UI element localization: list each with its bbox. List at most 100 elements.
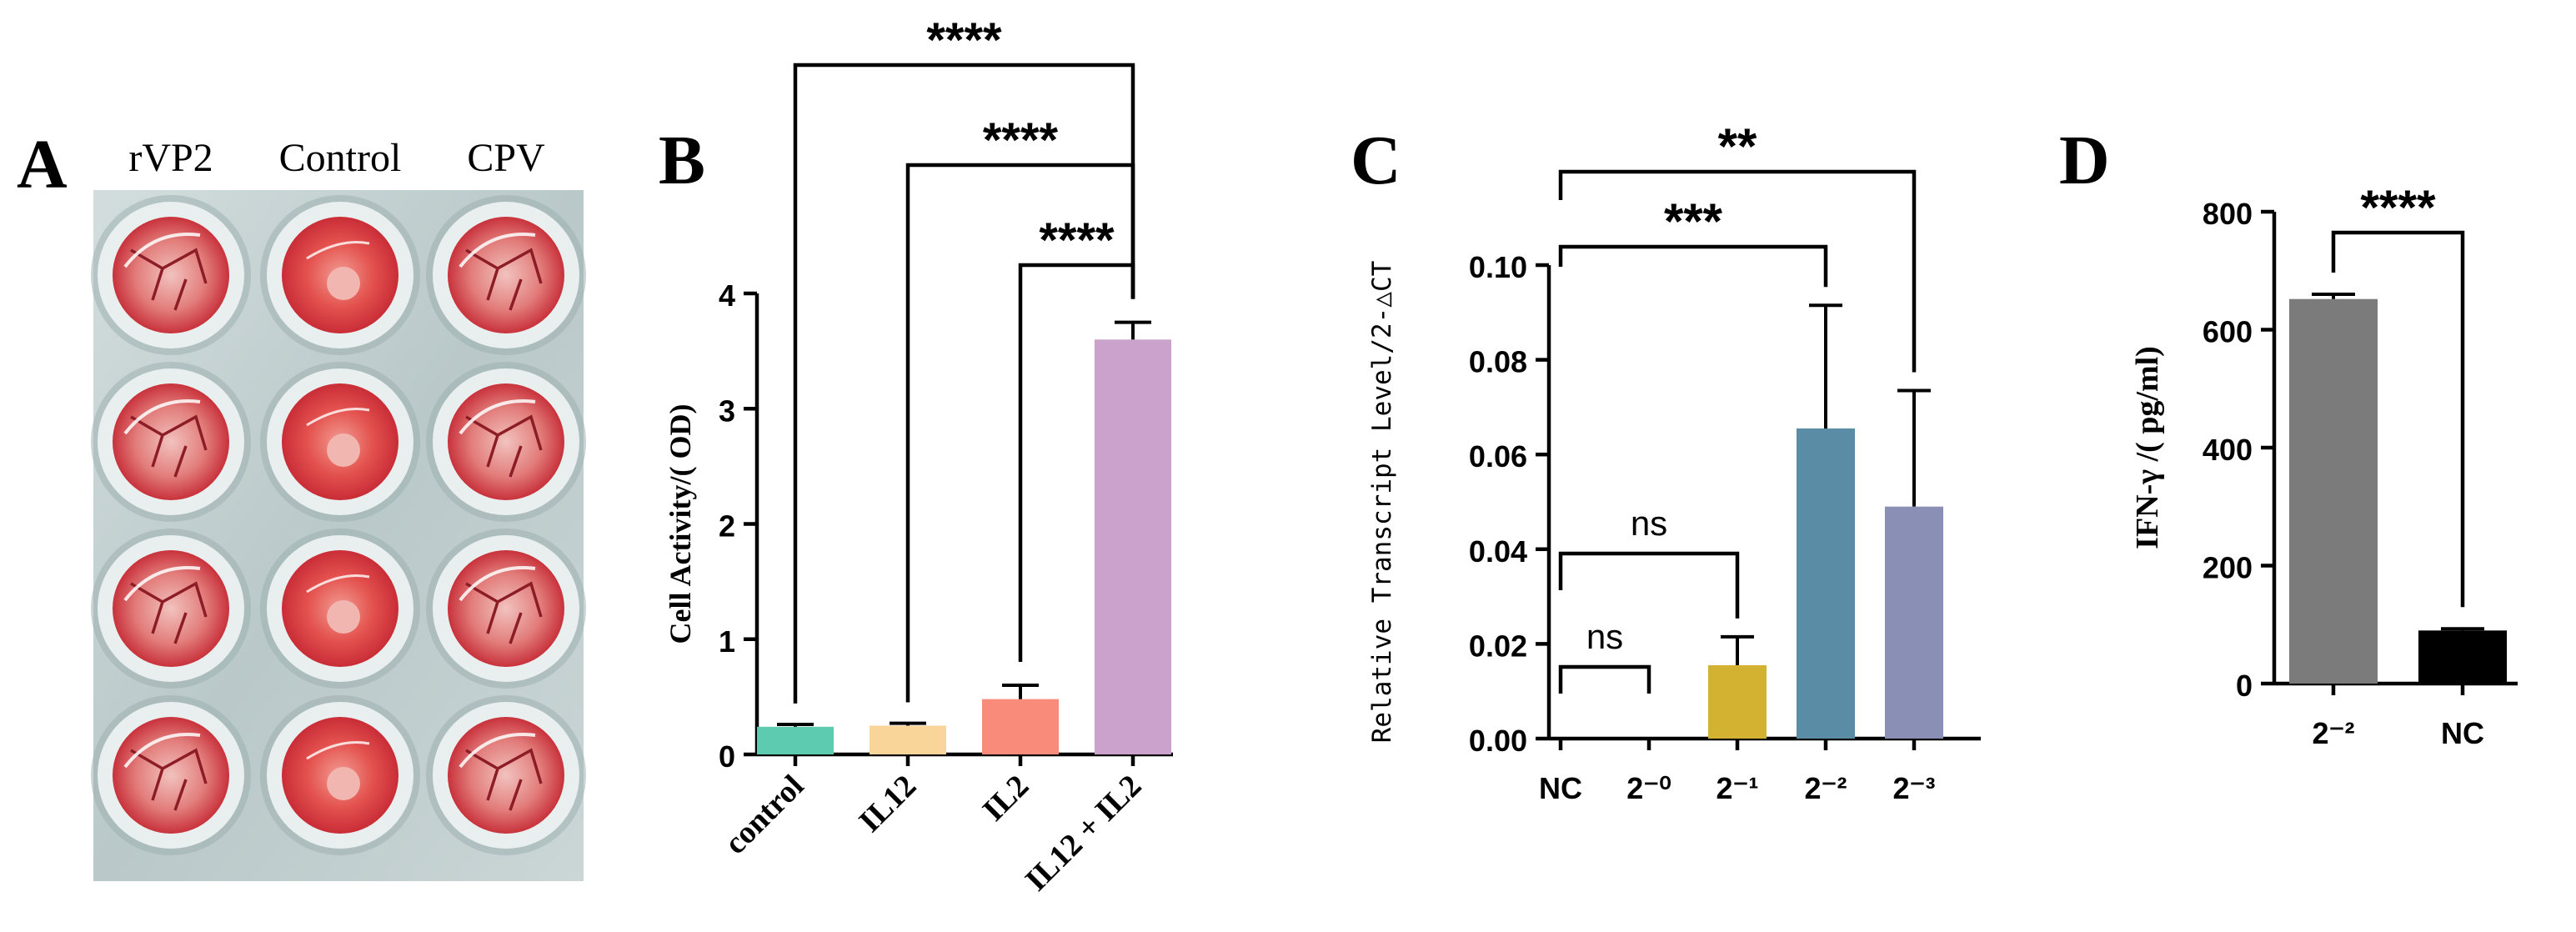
sig-bracket-nc-vs-2-2-label: ***	[1664, 193, 1723, 249]
panel-a: A rVP2 Control CPV	[17, 126, 586, 881]
well-medium	[448, 383, 564, 500]
bar-4	[1885, 506, 1943, 739]
panel-c-letter: C	[1351, 122, 1401, 199]
y-tick-label: 1	[719, 624, 735, 659]
x-tick-label-0: control	[718, 769, 810, 861]
x-tick-label-3: IL12 + IL2	[1019, 769, 1149, 899]
sig-bracket-nc-vs-2-2	[1558, 244, 1828, 288]
well-4-3	[426, 695, 586, 855]
y-axis-label: Relative Transcript Level/2-△CT	[1367, 261, 1397, 744]
well-reflection	[123, 233, 201, 268]
cell-monolayer-center	[327, 767, 360, 800]
well-medium	[448, 550, 564, 667]
cell-monolayer-center	[327, 433, 360, 467]
y-axis-label: Cell Activity/( OD)	[664, 404, 697, 644]
well-reflection	[459, 399, 536, 435]
y-tick-label: 0.04	[1469, 534, 1527, 569]
cell-monolayer-center	[327, 600, 360, 634]
well-4-1	[91, 695, 251, 855]
sig-bracket-il12-vs-combo-label: ****	[983, 113, 1059, 168]
x-tick-label-0: 2⁻²	[2312, 716, 2354, 750]
well-reflection	[459, 733, 536, 769]
well-medium	[113, 550, 229, 667]
well-4-2	[260, 695, 420, 855]
bar-3	[1095, 339, 1171, 754]
well-reflection	[123, 733, 201, 769]
sig-bracket-nc-vs-2-1	[1558, 551, 1740, 619]
panel-a-letter: A	[17, 126, 68, 203]
y-tick-label: 4	[719, 278, 735, 313]
lysed-cell-cracks	[465, 581, 543, 644]
well-2-2	[260, 362, 420, 522]
well-label-rvp2: rVP2	[128, 136, 213, 180]
well-reflection	[306, 574, 370, 594]
y-tick-label: 0.10	[1469, 250, 1527, 284]
x-tick-label-3: 2⁻²	[1804, 771, 1847, 805]
sig-bracket-il2-vs-combo-label: ****	[1039, 213, 1115, 268]
well-1-2	[260, 195, 420, 355]
well-3-2	[260, 529, 420, 689]
x-tick-label-1: IL12	[852, 769, 923, 839]
well-1-1	[91, 195, 251, 355]
well-2-3	[426, 362, 586, 522]
y-tick-label: 0.06	[1469, 439, 1527, 474]
wells-grid	[91, 195, 586, 855]
bar-1	[870, 725, 946, 754]
y-tick-label: 3	[719, 393, 735, 428]
lysed-cell-cracks	[130, 748, 208, 811]
panel-d: D 0 200 400 600 800 IFN-γ /( pg/ml) 2⁻² NC ****	[2059, 122, 2518, 750]
well-reflection	[459, 233, 536, 268]
y-tick-label: 0	[2236, 669, 2253, 703]
sig-bracket-nc-vs-2-0	[1558, 664, 1651, 694]
x-tick-label-1: 2⁻⁰	[1626, 771, 1671, 805]
well-medium	[448, 717, 564, 834]
well-medium	[113, 717, 229, 834]
well-1-3	[426, 195, 586, 355]
y-tick-label: 400	[2203, 433, 2253, 467]
y-tick-label: 600	[2203, 315, 2253, 349]
bar-0	[757, 726, 834, 754]
x-tick-label-1: NC	[2441, 716, 2484, 750]
sig-bracket-nc-vs-2-1-label: ns	[1631, 504, 1667, 543]
sig-bracket-il12-vs-combo	[905, 163, 1135, 703]
lysed-cell-cracks	[130, 248, 208, 311]
lysed-cell-cracks	[465, 748, 543, 811]
well-reflection	[306, 407, 370, 427]
bar-2	[1708, 664, 1767, 739]
cell-monolayer-center	[327, 267, 360, 300]
panel-b: B 0 1 2 3 4 Cell Activity/( OD) control IL12 IL2…	[659, 13, 1173, 898]
sig-bracket-il2-vs-combo	[1018, 263, 1135, 663]
x-tick-label-4: 2⁻³	[1892, 771, 1935, 805]
well-reflection	[306, 240, 370, 260]
x-tick-label-2: 2⁻¹	[1716, 771, 1758, 805]
sig-bracket-nc-vs-2-3	[1558, 169, 1917, 373]
y-tick-label: 800	[2203, 197, 2253, 231]
well-label-cpv: CPV	[467, 136, 545, 180]
well-reflection	[123, 566, 201, 602]
y-tick-label: 0.02	[1469, 629, 1527, 663]
y-tick-label: 0.08	[1469, 345, 1527, 379]
well-reflection	[459, 566, 536, 602]
panel-b-letter: B	[659, 122, 705, 199]
lysed-cell-cracks	[465, 248, 543, 311]
sig-bracket-control-vs-combo-label: ****	[926, 13, 1002, 68]
sig-bracket-2-2-vs-nc	[2331, 230, 2465, 608]
bar-2	[982, 699, 1059, 754]
well-2-1	[91, 362, 251, 522]
panel-d-letter: D	[2059, 122, 2110, 199]
y-tick-label: 0	[719, 739, 735, 774]
y-axis-label: IFN-γ /( pg/ml)	[2130, 346, 2165, 549]
well-reflection	[123, 399, 201, 435]
well-3-1	[91, 529, 251, 689]
well-medium	[448, 217, 564, 333]
sig-bracket-nc-vs-2-3-label: **	[1718, 118, 1757, 174]
panel-c: C 0.00 0.02 0.04 0.06 0.08 0.10 Relative Trans…	[1351, 118, 1981, 805]
x-tick-label-2: IL2	[976, 769, 1036, 829]
well-medium	[113, 383, 229, 500]
lysed-cell-cracks	[130, 581, 208, 644]
well-label-control: Control	[279, 136, 402, 180]
sig-bracket-control-vs-combo	[793, 63, 1135, 704]
well-3-3	[426, 529, 586, 689]
sig-bracket-nc-vs-2-0-label: ns	[1586, 617, 1623, 656]
